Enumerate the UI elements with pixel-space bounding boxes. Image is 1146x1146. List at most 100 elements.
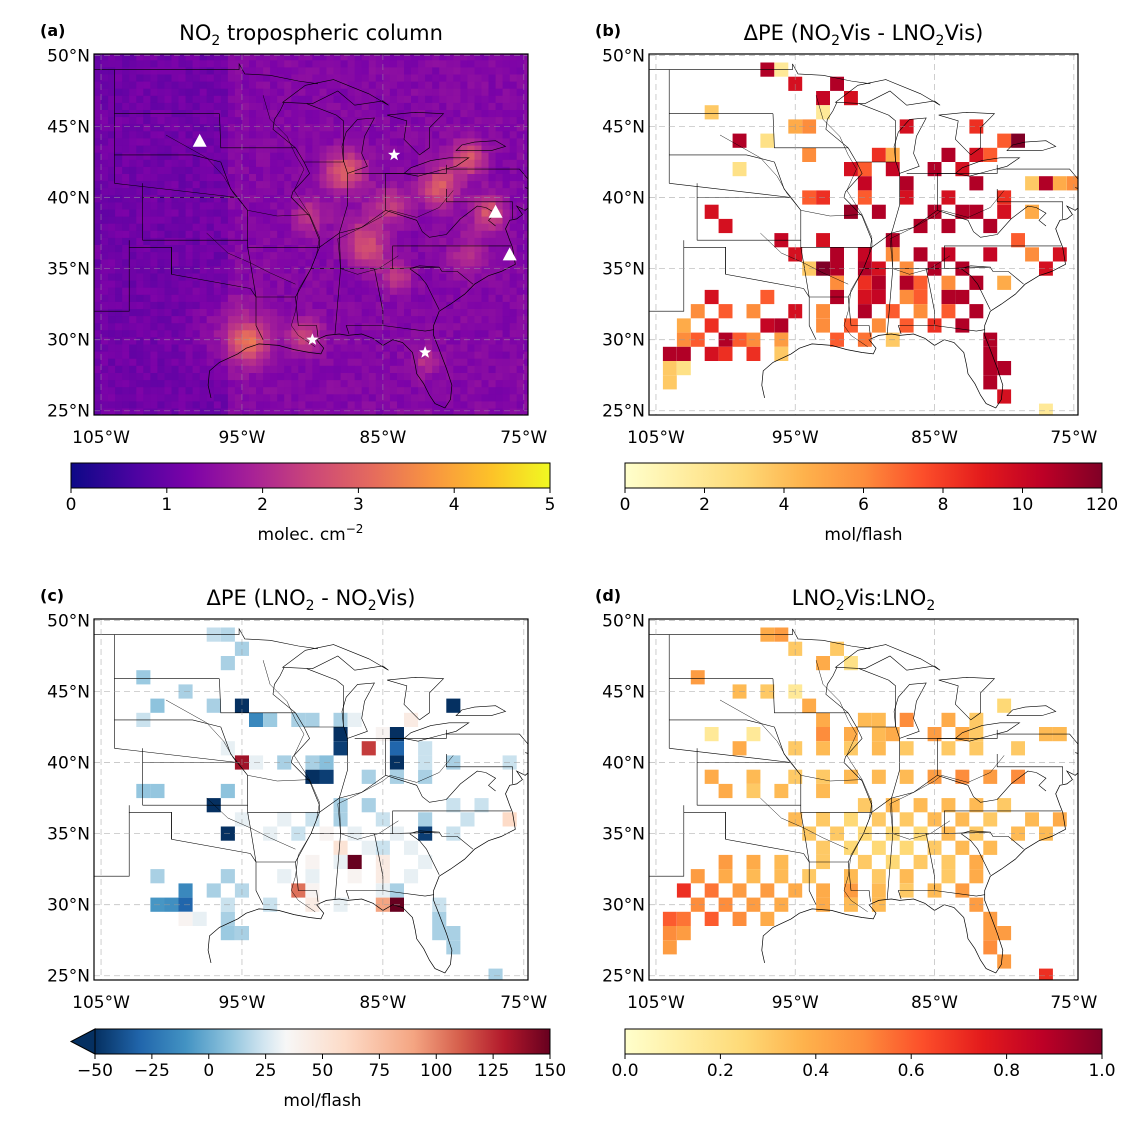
- no2-pixel: [326, 379, 335, 388]
- no2-pixel: [263, 265, 271, 274]
- no2-pixel: [192, 301, 201, 309]
- no2-pixel: [94, 230, 102, 238]
- no2-pixel: [291, 54, 299, 61]
- no2-pixel: [101, 322, 109, 331]
- no2-pixel: [523, 116, 528, 125]
- no2-pixel: [523, 166, 528, 174]
- no2-pixel: [305, 258, 313, 267]
- no2-pixel: [516, 358, 525, 366]
- no2-pixel: [150, 66, 158, 75]
- grid-cell: [941, 854, 956, 870]
- grid-cell: [305, 854, 320, 870]
- no2-pixel: [136, 407, 144, 415]
- no2-pixel: [178, 400, 187, 409]
- no2-pixel: [171, 258, 180, 267]
- no2-pixel: [157, 216, 165, 224]
- no2-pixel: [488, 308, 497, 317]
- no2-pixel: [446, 407, 454, 415]
- colorbar-tick-label: 50: [312, 1061, 334, 1081]
- no2-pixel: [298, 386, 306, 395]
- no2-pixel: [523, 173, 528, 182]
- no2-pixel: [474, 180, 483, 189]
- no2-pixel: [94, 66, 102, 75]
- no2-pixel: [256, 237, 264, 245]
- no2-pixel: [389, 230, 398, 238]
- no2-pixel: [143, 280, 151, 288]
- no2-pixel: [284, 407, 292, 415]
- grid-cell: [788, 769, 803, 784]
- no2-pixel: [249, 137, 257, 146]
- no2-pixel: [368, 322, 377, 331]
- lat-tick-label: 30°N: [602, 331, 645, 351]
- state-border: [960, 830, 1024, 850]
- no2-pixel: [234, 336, 243, 345]
- no2-pixel: [481, 123, 490, 132]
- state-border: [669, 183, 792, 198]
- no2-pixel: [108, 216, 116, 224]
- no2-pixel: [199, 393, 208, 402]
- no2-pixel: [213, 145, 222, 153]
- state-border: [825, 102, 849, 149]
- lat-tick-label: 40°N: [47, 754, 90, 774]
- no2-pixel: [249, 237, 257, 245]
- no2-pixel: [277, 251, 285, 260]
- no2-pixel: [495, 407, 504, 415]
- great-lake-shore: [954, 722, 1021, 742]
- no2-pixel: [164, 379, 173, 388]
- no2-pixel: [432, 400, 440, 409]
- no2-pixel: [249, 407, 257, 415]
- no2-pixel: [502, 343, 511, 352]
- no2-pixel: [171, 244, 180, 253]
- no2-pixel: [199, 343, 208, 352]
- no2-pixel: [164, 208, 173, 217]
- no2-pixel: [389, 66, 398, 75]
- no2-pixel: [129, 102, 137, 110]
- no2-pixel: [467, 301, 475, 309]
- no2-pixel: [298, 145, 306, 153]
- no2-pixel: [185, 230, 194, 238]
- no2-pixel: [171, 280, 180, 288]
- no2-pixel: [234, 66, 243, 75]
- no2-pixel: [164, 137, 173, 146]
- no2-pixel: [326, 358, 335, 366]
- no2-pixel: [171, 137, 180, 146]
- no2-pixel: [122, 272, 130, 281]
- no2-pixel: [171, 237, 180, 245]
- no2-pixel: [425, 102, 433, 110]
- no2-pixel: [101, 272, 109, 281]
- grid-cell: [983, 940, 998, 955]
- no2-pixel: [242, 322, 250, 331]
- no2-pixel: [319, 294, 328, 302]
- state-border: [446, 189, 513, 219]
- no2-pixel: [432, 301, 440, 309]
- no2-pixel: [425, 180, 433, 189]
- no2-pixel: [418, 130, 426, 139]
- grid-cell: [220, 926, 235, 941]
- no2-pixel: [368, 287, 377, 295]
- no2-pixel: [284, 230, 292, 238]
- grid-cell: [746, 854, 761, 870]
- no2-pixel: [277, 280, 285, 288]
- no2-pixel: [94, 336, 102, 345]
- no2-pixel: [157, 372, 165, 381]
- no2-pixel: [185, 208, 194, 217]
- grid-cell: [690, 670, 705, 685]
- no2-pixel: [481, 272, 490, 281]
- no2-pixel: [502, 294, 511, 302]
- no2-pixel: [249, 322, 257, 331]
- no2-pixel: [474, 372, 483, 381]
- no2-pixel: [178, 137, 187, 146]
- no2-pixel: [397, 201, 405, 210]
- no2-pixel: [143, 187, 151, 196]
- no2-pixel: [220, 109, 229, 118]
- no2-pixel: [319, 59, 328, 68]
- no2-pixel: [305, 187, 313, 196]
- no2-pixel: [220, 194, 229, 203]
- no2-pixel: [488, 265, 497, 274]
- grid-cell: [774, 869, 789, 884]
- no2-pixel: [234, 180, 243, 189]
- no2-pixel: [157, 258, 165, 267]
- no2-pixel: [115, 230, 123, 238]
- no2-pixel: [115, 194, 123, 203]
- no2-pixel: [206, 351, 215, 359]
